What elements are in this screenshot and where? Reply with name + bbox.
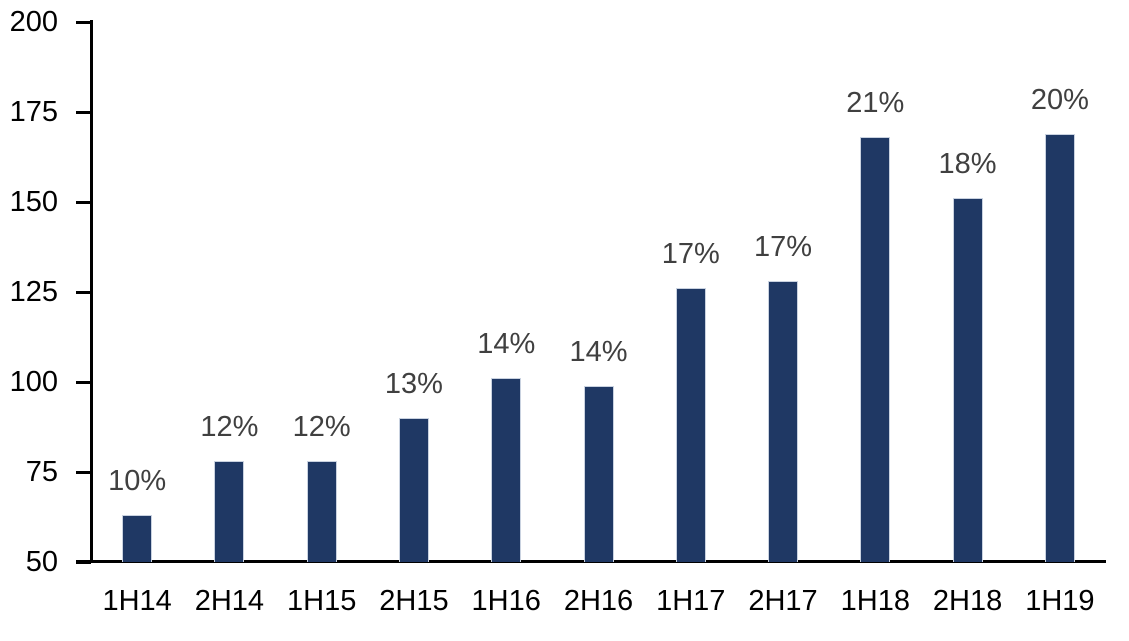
bar <box>214 461 245 562</box>
y-axis-tick-label: 125 <box>9 276 58 308</box>
y-axis-tick-label: 175 <box>9 96 58 128</box>
y-axis-line <box>90 20 93 563</box>
bar <box>491 378 522 562</box>
bar <box>583 385 614 562</box>
bar-value-label: 12% <box>292 411 351 444</box>
bar-value-label: 14% <box>569 335 628 368</box>
y-axis-tick <box>76 290 91 294</box>
x-axis-tick-label: 1H17 <box>656 585 726 617</box>
bar <box>122 515 153 562</box>
x-axis-tick-label: 1H18 <box>840 585 910 617</box>
bar-value-label: 20% <box>1030 83 1089 116</box>
x-axis-tick-label: 1H16 <box>471 585 541 617</box>
bar <box>1044 133 1075 562</box>
y-axis-tick-label: 100 <box>9 366 58 398</box>
y-axis-tick <box>76 110 91 114</box>
bar-value-label: 18% <box>938 148 997 181</box>
x-axis-tick-label: 2H17 <box>748 585 818 617</box>
x-axis-tick-label: 1H15 <box>287 585 357 617</box>
x-axis-tick-label: 2H14 <box>194 585 265 617</box>
bar <box>860 137 891 562</box>
x-axis-tick-label: 2H16 <box>563 585 634 617</box>
x-axis-tick-label: 2H15 <box>379 585 449 617</box>
x-axis-tick-label: 2H18 <box>932 585 1003 617</box>
bar-value-label: 17% <box>754 231 813 264</box>
bar-value-label: 21% <box>846 87 905 120</box>
y-axis-tick <box>76 380 91 384</box>
x-axis-tick-label: 1H14 <box>102 585 172 617</box>
bar <box>768 281 799 562</box>
bar-value-label: 14% <box>477 328 536 361</box>
y-axis-tick-label: 75 <box>25 456 58 488</box>
bar-value-label: 13% <box>384 368 443 400</box>
y-axis-tick-label: 200 <box>9 6 58 38</box>
bar <box>306 461 337 562</box>
y-axis-tick <box>76 470 91 474</box>
y-axis-tick-label: 150 <box>9 186 58 218</box>
bar-value-label: 12% <box>200 411 259 444</box>
bar-value-label: 17% <box>661 238 720 271</box>
bar <box>952 198 983 562</box>
x-axis-tick-label: 1H19 <box>1025 585 1095 617</box>
bar <box>398 418 429 562</box>
y-axis-tick <box>76 560 91 564</box>
bar-value-label: 10% <box>108 465 167 498</box>
y-axis-tick <box>76 20 91 24</box>
bar <box>675 288 706 562</box>
y-axis-tick-label: 50 <box>25 546 58 578</box>
y-axis-tick <box>76 200 91 204</box>
